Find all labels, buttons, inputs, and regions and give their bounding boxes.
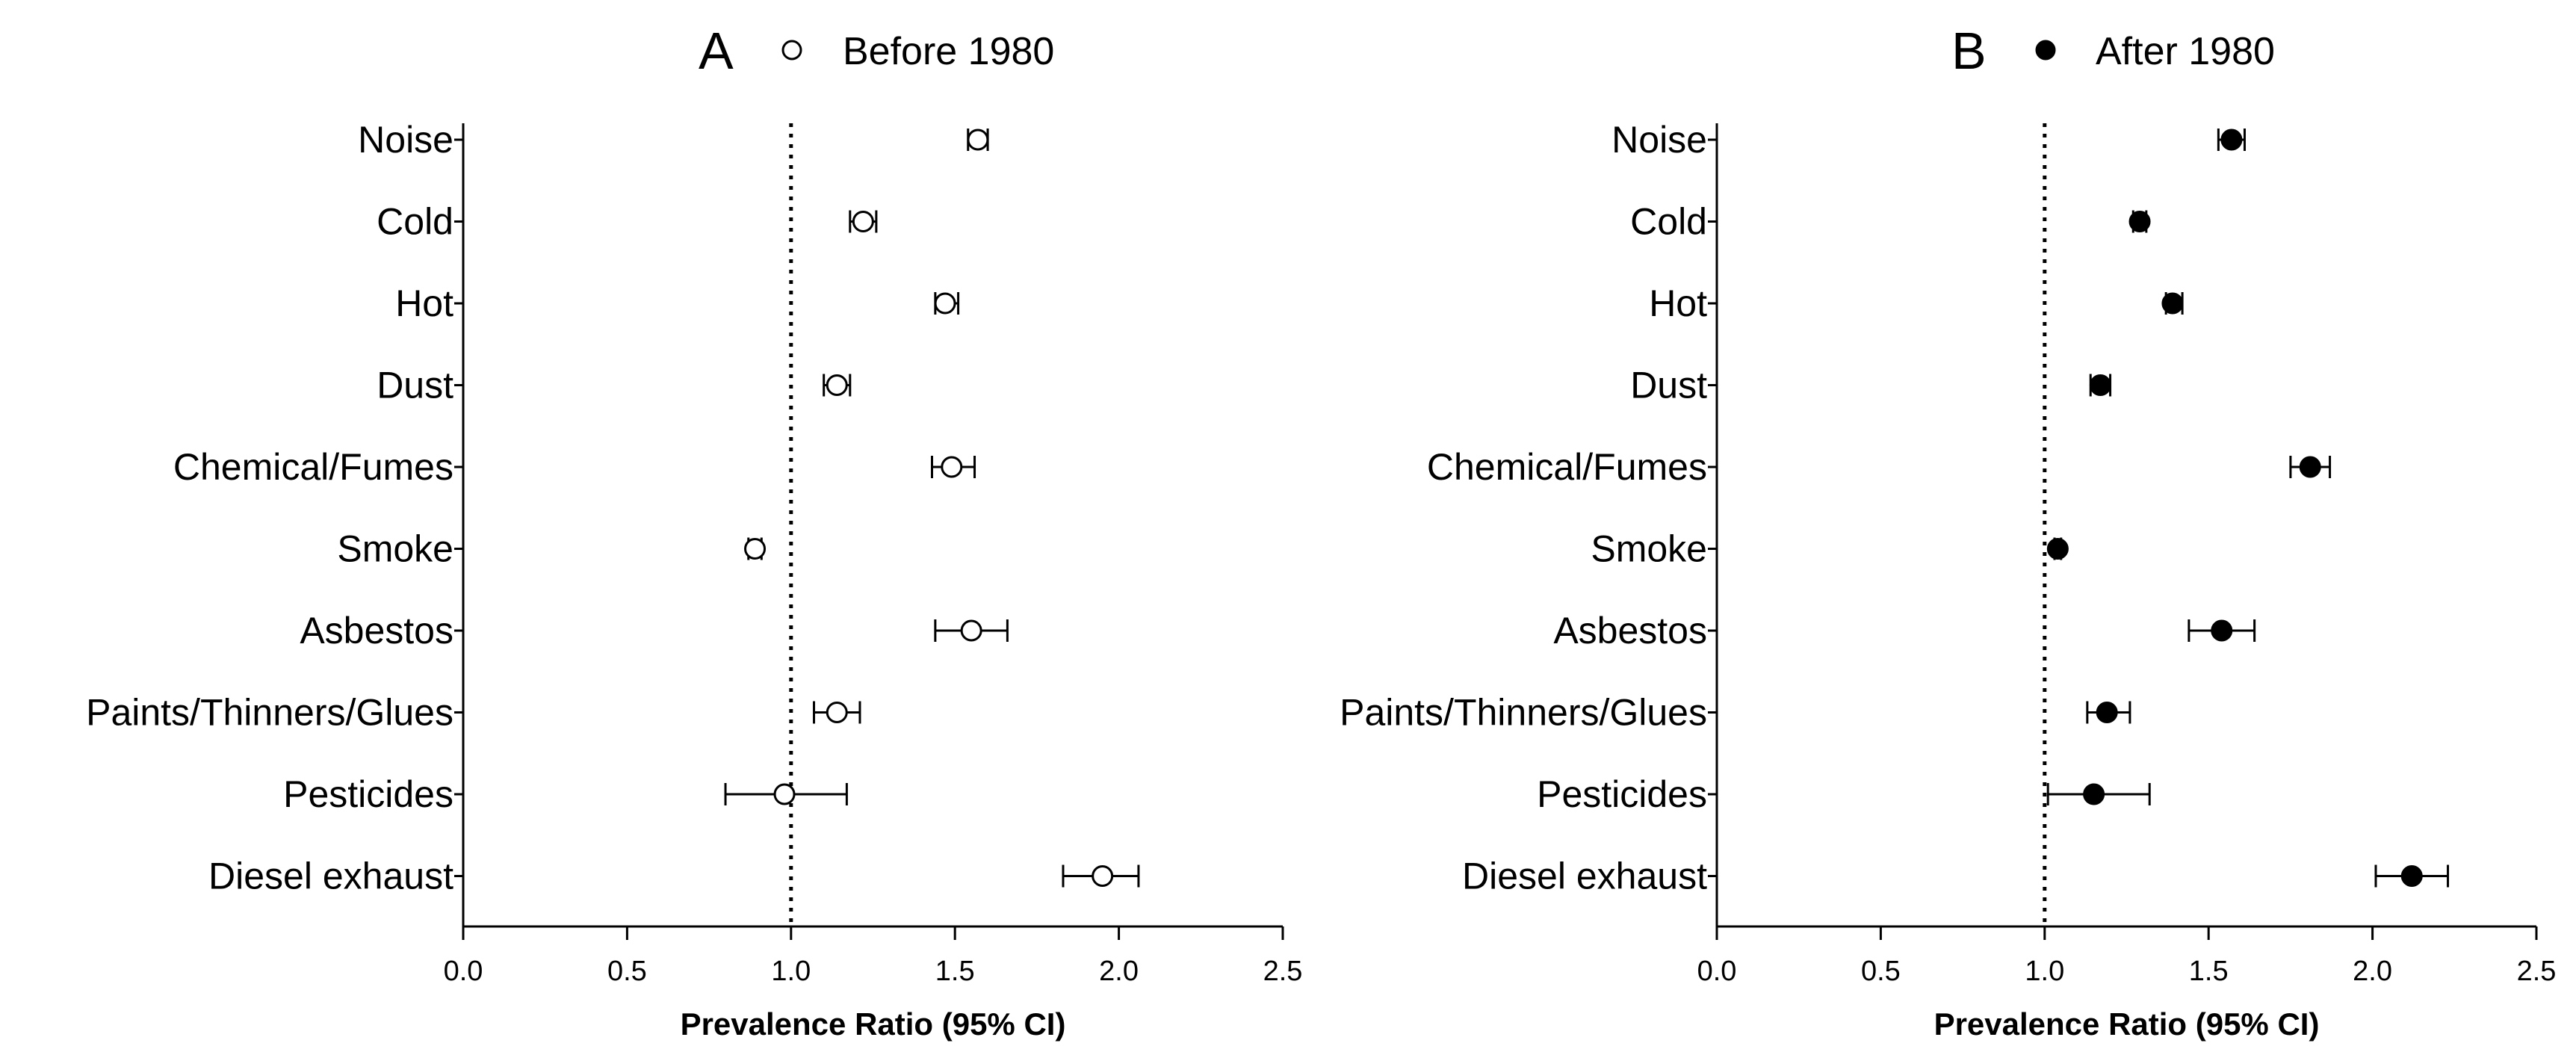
category-label: Diesel exhaust [208, 855, 453, 897]
category-label: Pesticides [283, 773, 453, 815]
x-tick-label: 2.5 [2517, 956, 2557, 987]
category-label: Smoke [337, 528, 453, 570]
legend-marker [2035, 40, 2056, 61]
point-estimate [967, 129, 989, 151]
category-label: Pesticides [1537, 773, 1707, 815]
point-estimate [2128, 211, 2151, 232]
point-estimate [2161, 292, 2184, 315]
point-estimate [826, 702, 848, 723]
point-estimate [744, 538, 767, 560]
point-estimate [1092, 865, 1114, 887]
category-label: Cold [1630, 201, 1707, 243]
category-label: Asbestos [300, 610, 453, 652]
point-estimate [2089, 374, 2111, 396]
category-label: Cold [377, 201, 453, 243]
category-label: Paints/Thinners/Glues [86, 692, 453, 734]
point-estimate [852, 211, 874, 232]
category-label: Chemical/Fumes [173, 446, 453, 488]
point-estimate [2211, 619, 2233, 642]
x-tick-label: 1.0 [2025, 956, 2064, 987]
x-tick-label: 2.0 [2353, 956, 2392, 987]
x-tick-label: 2.0 [1099, 956, 1139, 987]
point-estimate [2400, 865, 2423, 887]
x-tick-label: 1.5 [935, 956, 975, 987]
point-estimate [2096, 702, 2118, 723]
category-label: Noise [358, 119, 453, 161]
panel-a-before-1980: A Before 1980 0.0 0.5 1.0 1.5 2.0 2.5 Prevalence… [86, 22, 1302, 1042]
point-estimate [2083, 783, 2105, 805]
x-tick-label: 1.5 [2189, 956, 2229, 987]
category-label: Noise [1611, 119, 1707, 161]
point-estimate [934, 292, 956, 315]
category-label: Asbestos [1553, 610, 1707, 652]
x-tick-label: 0.5 [1861, 956, 1901, 987]
point-estimate [2046, 538, 2069, 560]
point-estimate [960, 619, 982, 642]
legend-label: Before 1980 [843, 30, 1054, 73]
panel-b-after-1980: B After 1980 0.0 0.5 1.0 1.5 2.0 2.5 Prevalence … [1340, 22, 2556, 1042]
category-label: Hot [1649, 282, 1707, 324]
legend-label: After 1980 [2096, 30, 2275, 73]
category-label: Paints/Thinners/Glues [1340, 692, 1707, 734]
category-label: Diesel exhaust [1462, 855, 1707, 897]
point-estimate [941, 456, 963, 478]
panel-letter: B [1951, 22, 1987, 80]
point-estimate [2299, 456, 2321, 478]
category-label: Chemical/Fumes [1427, 446, 1707, 488]
panel-letter: A [699, 22, 734, 80]
x-tick-label: 0.5 [607, 956, 647, 987]
x-axis-title: Prevalence Ratio (95% CI) [1934, 1006, 2320, 1042]
category-label: Hot [395, 282, 453, 324]
category-label: Dust [377, 365, 453, 406]
x-tick-label: 1.0 [771, 956, 811, 987]
x-tick-label: 2.5 [1263, 956, 1303, 987]
x-tick-label: 0.0 [444, 956, 483, 987]
point-estimate [773, 783, 796, 805]
x-tick-label: 0.0 [1697, 956, 1737, 987]
category-label: Smoke [1591, 528, 1707, 570]
x-axis-title: Prevalence Ratio (95% CI) [681, 1006, 1066, 1042]
point-estimate [826, 374, 848, 396]
legend-marker [781, 40, 802, 61]
point-estimate [2220, 129, 2243, 151]
category-label: Dust [1630, 365, 1707, 406]
